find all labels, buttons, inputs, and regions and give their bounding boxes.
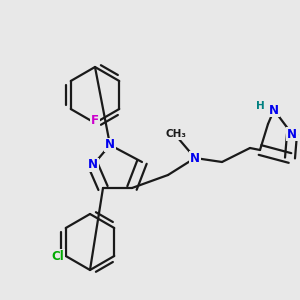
Text: N: N: [287, 128, 297, 140]
Text: F: F: [91, 115, 99, 128]
Text: Cl: Cl: [51, 250, 64, 262]
Text: N: N: [190, 152, 200, 164]
Text: H: H: [256, 101, 264, 111]
Text: N: N: [88, 158, 98, 172]
Text: N: N: [269, 103, 279, 116]
Text: CH₃: CH₃: [166, 129, 187, 139]
Text: N: N: [105, 139, 115, 152]
